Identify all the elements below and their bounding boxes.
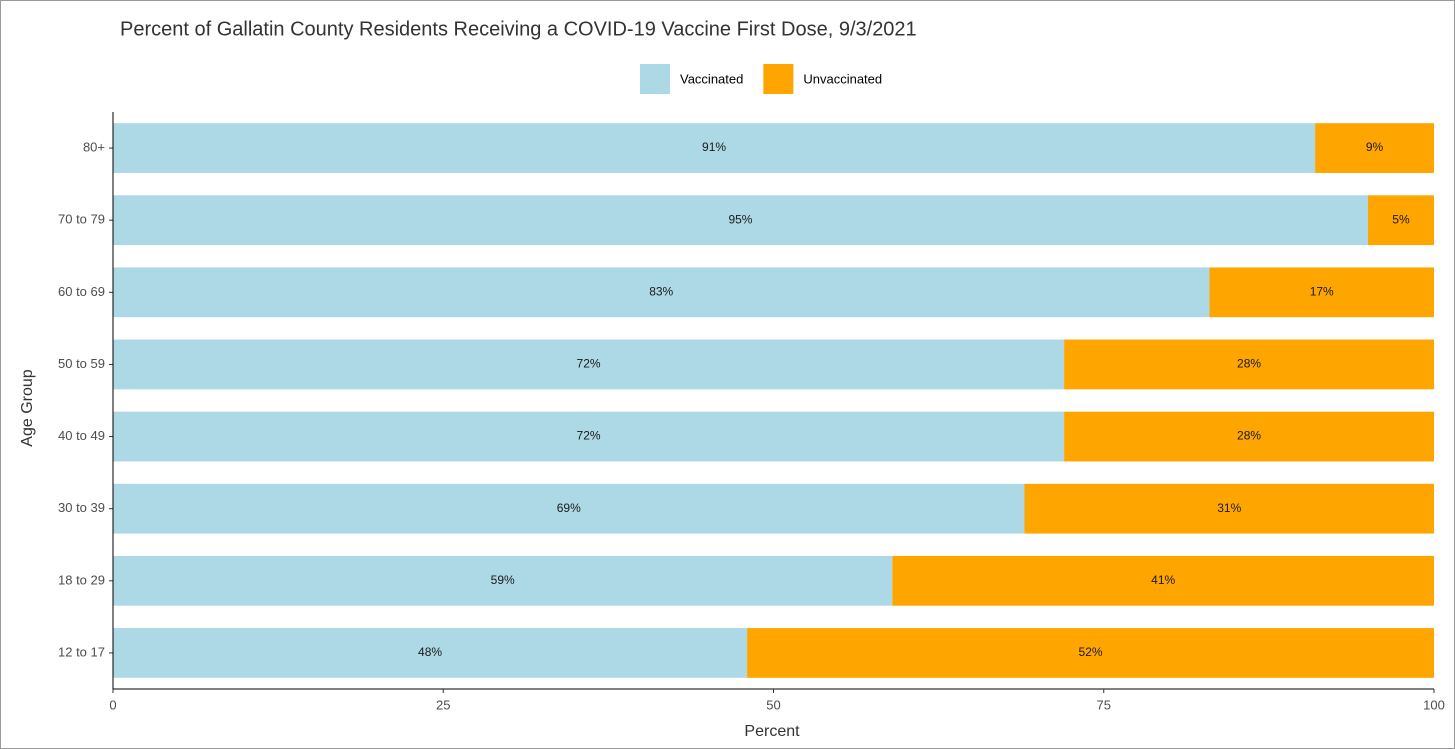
bar-segment — [113, 267, 1210, 318]
bar-segment — [892, 555, 1434, 606]
y-tick-label: 30 to 39 — [58, 500, 105, 515]
value-label: 31% — [1217, 501, 1241, 515]
value-label: 52% — [1079, 645, 1103, 659]
bar-segment — [113, 628, 748, 678]
bar-segment — [113, 195, 1368, 246]
value-label: 95% — [728, 212, 752, 226]
value-label: 69% — [557, 501, 581, 515]
value-label: 91% — [702, 140, 726, 154]
bar-segment — [113, 339, 1065, 390]
value-label: 28% — [1237, 357, 1261, 371]
bar-segment — [1315, 123, 1434, 173]
y-tick-label: 40 to 49 — [58, 428, 105, 443]
x-tick-label: 50 — [766, 697, 780, 712]
bar-segment — [1064, 339, 1434, 390]
chart-title: Percent of Gallatin County Residents Rec… — [120, 18, 917, 40]
x-tick-label: 75 — [1097, 697, 1111, 712]
legend-swatch — [763, 64, 794, 94]
value-label: 17% — [1310, 284, 1334, 298]
value-label: 48% — [418, 645, 442, 659]
bar-segment — [113, 483, 1025, 534]
value-label: 5% — [1392, 212, 1410, 226]
bar-segment — [113, 123, 1316, 173]
value-label: 9% — [1366, 140, 1384, 154]
bar-segment — [113, 411, 1065, 462]
y-tick-label: 70 to 79 — [58, 212, 105, 227]
y-tick-label: 18 to 29 — [58, 572, 105, 587]
y-tick-label: 80+ — [83, 140, 105, 155]
value-label: 41% — [1151, 573, 1175, 587]
legend-swatch — [640, 64, 670, 94]
value-label: 72% — [577, 357, 601, 371]
x-axis-label: Percent — [744, 723, 800, 740]
x-tick-label: 0 — [109, 697, 116, 712]
value-label: 72% — [577, 429, 601, 443]
bar-segment — [113, 555, 893, 606]
legend-label: Vaccinated — [680, 71, 743, 86]
bar-segment — [1064, 411, 1434, 462]
y-axis-label: Age Group — [19, 369, 36, 446]
y-tick-label: 60 to 69 — [58, 284, 105, 299]
value-label: 59% — [491, 573, 515, 587]
legend-label: Unvaccinated — [803, 71, 882, 86]
bar-segment — [1209, 267, 1434, 318]
value-label: 28% — [1237, 429, 1261, 443]
bar-segment — [747, 628, 1434, 678]
bar-segment — [1024, 483, 1434, 534]
y-tick-label: 50 to 59 — [58, 356, 105, 371]
x-tick-label: 100 — [1423, 697, 1445, 712]
x-tick-label: 25 — [436, 697, 450, 712]
bar-segment — [1367, 195, 1434, 246]
y-tick-label: 12 to 17 — [58, 644, 105, 659]
value-label: 83% — [649, 284, 673, 298]
